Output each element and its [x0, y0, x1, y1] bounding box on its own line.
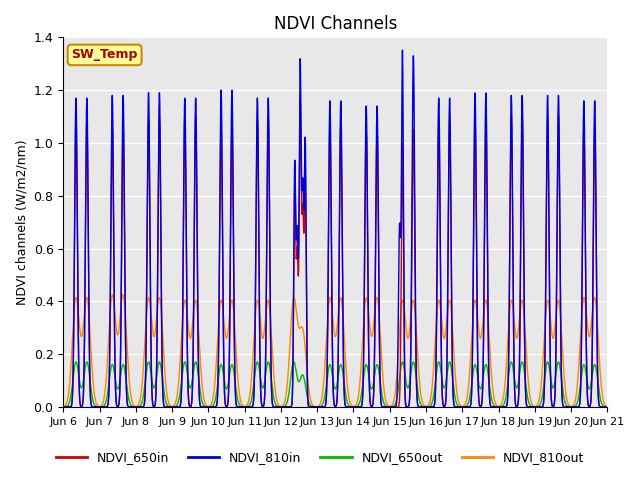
Line: NDVI_650out: NDVI_650out	[63, 361, 607, 407]
NDVI_810in	[413, 399, 421, 405]
NDVI_650in	[386, 404, 394, 410]
NDVI_810in	[60, 404, 67, 410]
Line: NDVI_810out: NDVI_810out	[63, 295, 607, 407]
NDVI_810out	[386, 404, 394, 409]
NDVI_810in	[280, 404, 287, 410]
Text: SW_Temp: SW_Temp	[72, 48, 138, 61]
NDVI_650in	[507, 127, 515, 132]
NDVI_810out	[413, 347, 421, 353]
Legend: NDVI_650in, NDVI_810in, NDVI_650out, NDVI_810out: NDVI_650in, NDVI_810in, NDVI_650out, NDV…	[51, 446, 589, 469]
NDVI_650in	[466, 404, 474, 409]
NDVI_650out	[290, 359, 298, 364]
NDVI_810in	[268, 372, 275, 378]
NDVI_650in	[280, 404, 287, 410]
NDVI_650out	[466, 396, 474, 401]
NDVI_650out	[312, 404, 320, 410]
NDVI_810out	[158, 324, 166, 330]
NDVI_810out	[109, 292, 116, 298]
NDVI_810out	[312, 404, 320, 409]
NDVI_810out	[604, 404, 611, 409]
NDVI_650out	[604, 404, 611, 410]
NDVI_650out	[158, 373, 166, 379]
NDVI_810in	[604, 404, 611, 410]
NDVI_650out	[268, 375, 275, 381]
NDVI_650in	[268, 374, 275, 380]
NDVI_810out	[507, 298, 515, 304]
NDVI_810in	[466, 404, 474, 409]
NDVI_810in	[386, 404, 394, 410]
Title: NDVI Channels: NDVI Channels	[274, 15, 397, 33]
NDVI_810out	[466, 371, 474, 376]
NDVI_650out	[60, 404, 67, 410]
NDVI_650out	[413, 385, 421, 391]
NDVI_810out	[268, 330, 275, 336]
NDVI_650in	[296, 95, 304, 100]
NDVI_650in	[604, 404, 611, 410]
Line: NDVI_650in: NDVI_650in	[63, 97, 607, 407]
NDVI_810in	[399, 47, 406, 53]
NDVI_650in	[158, 362, 166, 368]
NDVI_810out	[60, 404, 67, 409]
NDVI_810in	[507, 107, 515, 112]
Line: NDVI_810in: NDVI_810in	[63, 50, 607, 407]
Y-axis label: NDVI channels (W/m2/nm): NDVI channels (W/m2/nm)	[15, 139, 28, 305]
NDVI_650in	[413, 400, 421, 406]
NDVI_810in	[158, 358, 166, 364]
NDVI_650in	[60, 404, 67, 410]
NDVI_650out	[386, 404, 394, 410]
NDVI_650out	[507, 360, 515, 365]
